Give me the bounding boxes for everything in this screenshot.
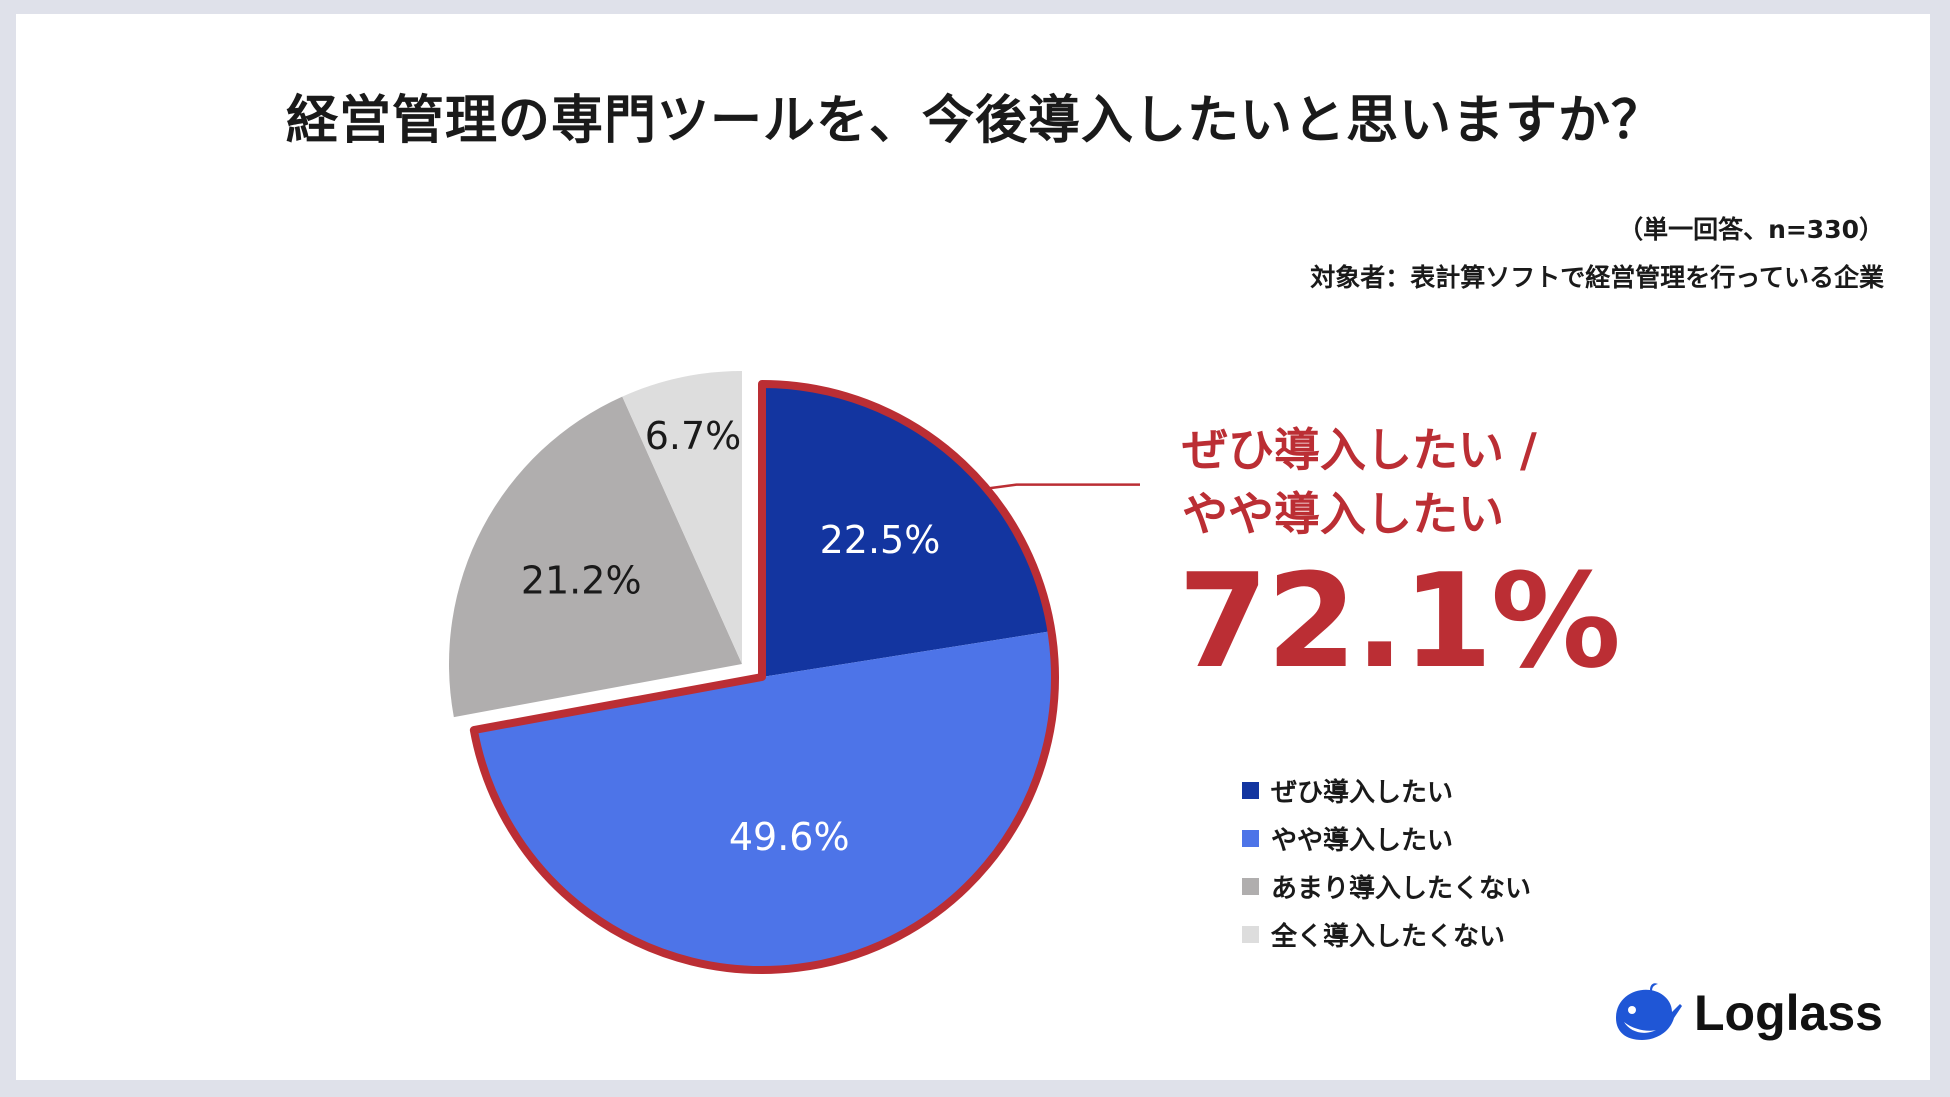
legend-swatch	[1242, 781, 1259, 799]
legend-item-1: ぜひ導入したい	[1242, 766, 1531, 814]
legend-label: あまり導入したくない	[1271, 873, 1532, 904]
legend-item-3: あまり導入したくない	[1242, 862, 1531, 910]
target-note: 対象者：表計算ソフトで経営管理を行っている企業	[1310, 263, 1884, 292]
chart-legend: ぜひ導入したい やや導入したいあまり導入したくない 全く導入したくない	[1242, 766, 1531, 958]
whale-icon	[1616, 983, 1682, 1040]
legend-item-4: 全く導入したくない	[1242, 910, 1531, 958]
callout-value: 72.1%	[1178, 545, 1621, 697]
legend-item-2: やや導入したい	[1242, 814, 1531, 862]
slice-value-label-2: 49.6%	[729, 815, 850, 859]
callout-label-line1: ぜひ導入したい /	[1182, 423, 1537, 477]
legend-label: ぜひ導入したい	[1271, 777, 1454, 808]
callout-label-line2: やや導入したい	[1182, 487, 1504, 541]
slice-value-label-3: 21.2%	[521, 559, 642, 603]
logo: Loglass	[1610, 982, 1883, 1044]
highlight-outline	[469, 380, 1059, 974]
slice-value-label-1: 22.5%	[820, 518, 941, 562]
legend-label: やや導入したい	[1271, 825, 1454, 856]
logo-text: Loglass	[1694, 985, 1883, 1041]
callout-connector	[986, 483, 1140, 490]
legend-swatch	[1242, 829, 1259, 847]
legend-swatch	[1242, 877, 1259, 895]
chart-title: 経営管理の専門ツールを、今後導入したいと思いますか？	[285, 91, 1664, 151]
slice-value-label-4: 6.7%	[645, 414, 742, 458]
legend-label: 全く導入したくない	[1271, 921, 1506, 952]
legend-swatch	[1242, 925, 1259, 943]
response-note: （単一回答、n=330）	[1618, 215, 1884, 244]
pie-slice-2	[473, 631, 1055, 970]
pie-slice-1	[762, 383, 1052, 677]
callout-label: ぜひ導入したい / やや導入したい	[1182, 418, 1537, 546]
pie-slice-4	[622, 371, 742, 664]
pie-slice-3	[448, 396, 742, 718]
